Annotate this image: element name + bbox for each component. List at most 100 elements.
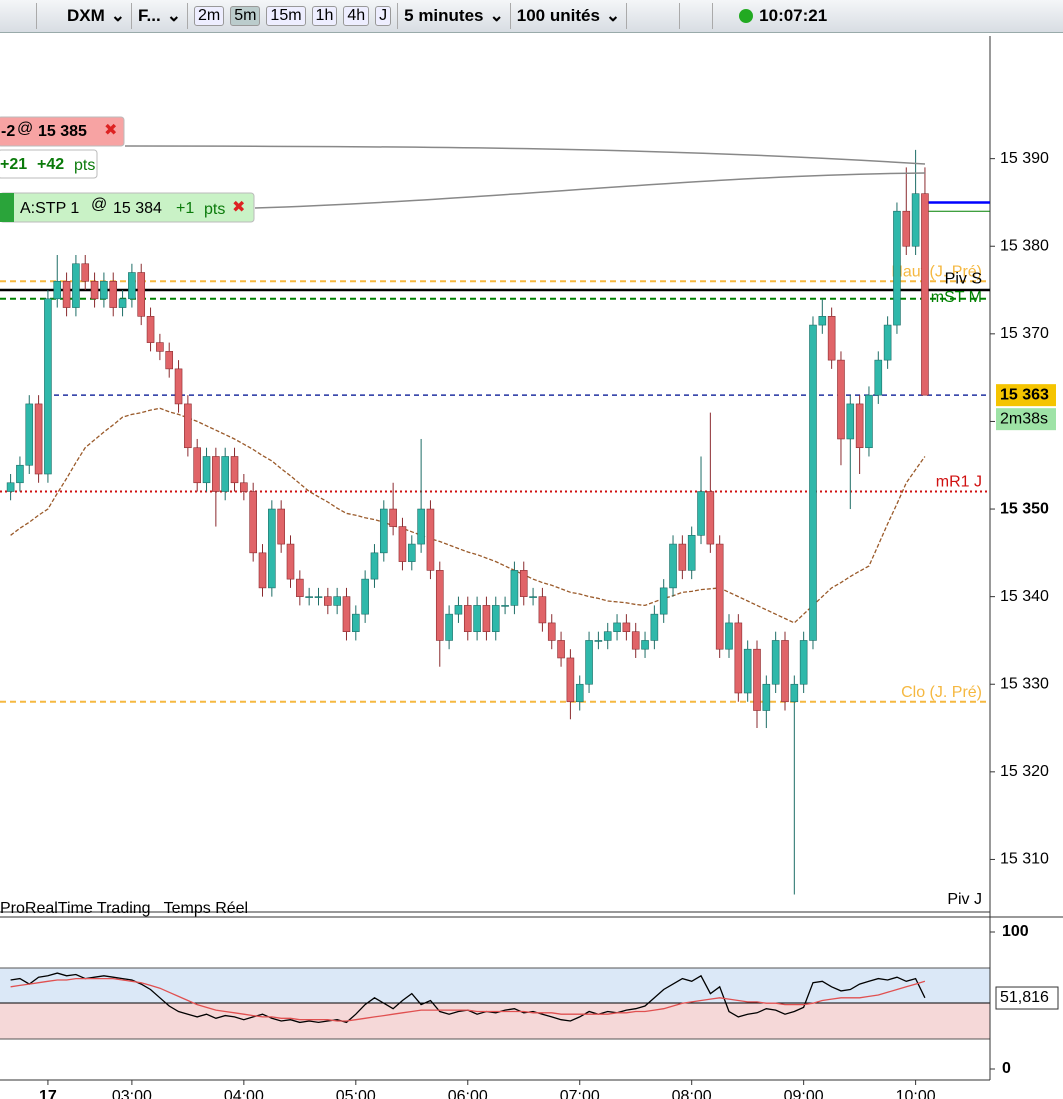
candle-body	[613, 622, 621, 632]
osc-label: 51,816	[1000, 989, 1049, 1006]
order-cancel[interactable]: ✖	[104, 122, 117, 139]
candle-body	[725, 622, 733, 650]
candle-body	[6, 482, 15, 492]
candle-body	[258, 552, 267, 589]
candle-body	[90, 280, 99, 300]
candle-body	[352, 613, 360, 632]
oscillator-upper-band	[0, 968, 990, 1003]
candle-body	[874, 359, 883, 396]
candle-body	[669, 543, 677, 589]
candle-body	[734, 622, 743, 694]
y-tick-label: 15 310	[1000, 851, 1049, 868]
candle-body	[286, 543, 295, 580]
oscillator-line	[10, 977, 926, 1022]
units[interactable]: 100 unités	[516, 6, 600, 25]
candle-body	[109, 280, 118, 308]
candle-body	[501, 605, 509, 607]
candle-body	[827, 316, 836, 361]
candle-body	[482, 605, 491, 632]
candle-body	[650, 613, 659, 641]
order-cancel[interactable]: ✖	[232, 199, 245, 216]
candle-body	[137, 272, 146, 317]
order-price: 15 385	[38, 123, 87, 140]
candle-body	[809, 324, 817, 641]
position-gain: +21	[0, 156, 27, 173]
footer: ProRealTime Trading Temps Réel	[0, 900, 248, 917]
position-unit: pts	[74, 157, 95, 174]
y-tick-label: 15 330	[1000, 675, 1049, 692]
y-tick-label: 0	[1002, 1060, 1011, 1077]
drag-handle	[0, 193, 14, 222]
candle-body	[594, 640, 603, 642]
candle-body	[883, 324, 892, 361]
candle-body	[305, 596, 313, 598]
candle-body	[762, 683, 771, 711]
period[interactable]: 5m	[230, 6, 261, 26]
candle-body	[529, 596, 537, 598]
x-tick-label: 07:00	[560, 1088, 600, 1099]
order-at: @	[17, 120, 33, 137]
candle-body	[16, 464, 24, 484]
order-box	[0, 192, 255, 223]
period[interactable]: 2m	[193, 6, 225, 26]
candle-body	[557, 640, 565, 659]
candle-body	[799, 640, 808, 685]
order-at: @	[91, 196, 107, 213]
candle-body	[361, 578, 369, 615]
interval[interactable]: 5 minutes	[404, 6, 484, 25]
menu[interactable]: F...	[138, 6, 161, 25]
y-tick-label: 15 370	[1000, 325, 1049, 342]
candle-body	[389, 508, 397, 527]
candle-body	[575, 683, 584, 703]
candle-body	[790, 683, 799, 703]
candle-body	[865, 394, 873, 449]
symbol[interactable]: DXM	[67, 6, 105, 25]
candle-body	[165, 351, 174, 370]
candle-body	[697, 491, 705, 536]
candle-body	[202, 456, 211, 484]
x-tick-label: 05:00	[336, 1088, 376, 1099]
period[interactable]: 15m	[266, 6, 306, 26]
candle-body	[314, 596, 323, 598]
candle-body	[230, 456, 239, 484]
candle-body	[81, 263, 90, 282]
timer-badge	[996, 408, 1056, 431]
caret[interactable]: ⌄	[489, 6, 504, 25]
y-tick-label: 15 340	[1000, 588, 1049, 605]
candle-body	[184, 403, 192, 449]
candle-body	[324, 596, 332, 606]
x-tick-label: 03:00	[112, 1088, 152, 1099]
status	[739, 9, 754, 23]
candle-body	[53, 280, 62, 300]
level-label: Haut (J. Pré)	[891, 263, 982, 280]
candle-body	[435, 570, 444, 641]
period[interactable]: J	[375, 6, 392, 26]
order-qty: -2	[1, 123, 15, 140]
position-box	[0, 149, 98, 179]
timer-label: 2m38s	[1000, 410, 1048, 427]
period[interactable]: 1h	[311, 6, 338, 26]
level-label: mST M	[931, 289, 982, 306]
candle-body	[146, 316, 155, 343]
order-price: 15 384	[113, 200, 162, 217]
level-label: Clo (J. Pré)	[901, 684, 982, 701]
last-price-label: 15 363	[1000, 386, 1049, 403]
caret[interactable]: ⌄	[605, 6, 621, 25]
caret[interactable]: ⌄	[110, 6, 126, 25]
candle-body	[706, 491, 715, 545]
candle-body	[156, 342, 164, 352]
candle-body	[473, 605, 481, 632]
period[interactable]: 4h	[343, 6, 370, 26]
candle-body	[277, 508, 285, 545]
candle-body	[445, 613, 453, 641]
candle-body	[837, 359, 845, 440]
candle-body	[622, 622, 631, 632]
x-tick-label: 17	[39, 1088, 57, 1099]
x-tick-label: 04:00	[224, 1088, 264, 1099]
candle-body	[342, 596, 351, 632]
candle-body	[426, 508, 435, 571]
caret[interactable]: ⌄	[166, 6, 181, 25]
order-unit: pts	[204, 201, 225, 218]
candle-body	[547, 622, 556, 641]
